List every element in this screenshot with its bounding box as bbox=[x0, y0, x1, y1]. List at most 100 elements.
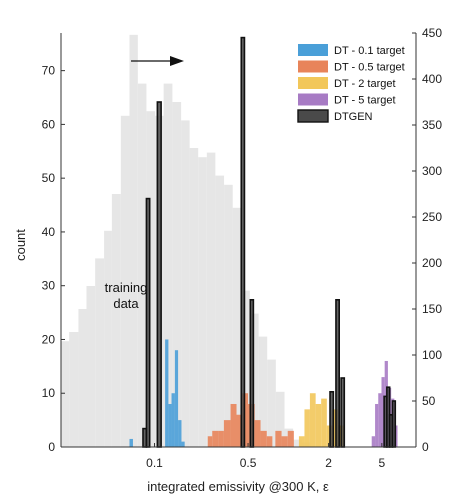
dtgen-bar-4 bbox=[249, 298, 255, 448]
training-data-bar-19 bbox=[224, 184, 233, 448]
dt-5-target-bar-2 bbox=[378, 393, 382, 447]
dt-2-target-bar-1 bbox=[304, 409, 310, 447]
training-data-bar-6 bbox=[111, 194, 121, 447]
dtgen-bar-5 bbox=[329, 390, 335, 448]
legend-label-dt-2-target: DT - 2 target bbox=[334, 78, 396, 90]
legend-label-dt-5-target: DT - 5 target bbox=[334, 95, 396, 107]
dt-0-5-target-bar-9 bbox=[260, 430, 267, 447]
training-data-bar-2 bbox=[78, 309, 87, 447]
y-tick-right-label-6: 300 bbox=[422, 164, 442, 178]
dt-0-1-target-bar-6 bbox=[181, 441, 185, 447]
dt-2-target-bar-3 bbox=[315, 403, 322, 447]
dt-0-5-target-bar-11 bbox=[275, 430, 282, 447]
training-data-bar-4 bbox=[95, 258, 105, 447]
dtgen-bar-1 bbox=[145, 197, 151, 448]
dt-2-target-bar-6 bbox=[332, 409, 338, 447]
y-tick-left-label-5: 50 bbox=[42, 171, 56, 185]
dt-5-target-bar-3 bbox=[381, 377, 385, 447]
legend-swatch-dt-0-5-target bbox=[298, 60, 328, 73]
training-data-bar-10 bbox=[146, 111, 156, 447]
training-data-bar-14 bbox=[181, 120, 190, 448]
y-tick-left-label-7: 70 bbox=[42, 64, 56, 78]
dt-0-1-target-bar-2 bbox=[168, 403, 172, 447]
training-data-bar-13 bbox=[172, 102, 182, 447]
legend-label-dt-0-1-target: DT - 0.1 target bbox=[334, 45, 405, 57]
dt-2-target-bar-0 bbox=[298, 436, 305, 447]
y-tick-left-label-3: 30 bbox=[42, 279, 56, 293]
dt-0-1-target-bar-5 bbox=[178, 420, 182, 447]
dt-0-1-target-bar-1 bbox=[165, 339, 169, 447]
training-data-bar-21 bbox=[241, 290, 250, 447]
training-data-bar-1 bbox=[69, 332, 79, 447]
y-tick-left-label-6: 60 bbox=[42, 117, 56, 131]
dt-0-1-target-bar-4 bbox=[174, 350, 179, 447]
dtgen-bar-6 bbox=[335, 298, 340, 448]
training-data-bar-27 bbox=[293, 439, 302, 447]
y-tick-right-label-7: 350 bbox=[422, 118, 442, 132]
dt-0-5-target-bar-1 bbox=[212, 430, 219, 447]
training-data-annotation-line1: training bbox=[105, 280, 148, 295]
training-data-bar-9 bbox=[137, 83, 147, 447]
dt-0-5-target-bar-10 bbox=[266, 436, 273, 447]
training-data-right-arrow-icon bbox=[131, 56, 184, 66]
legend-label-dtgen: DTGEN bbox=[334, 111, 373, 123]
y-tick-right-label-5: 250 bbox=[422, 210, 442, 224]
dtgen-bar-3 bbox=[240, 36, 246, 448]
dt-0-5-target-bar-2 bbox=[218, 430, 224, 447]
training-data-bar-22 bbox=[249, 313, 259, 447]
dt-0-5-target-bar-3 bbox=[223, 420, 231, 447]
training-data-bar-8 bbox=[129, 34, 138, 448]
training-data-bar-17 bbox=[206, 152, 216, 447]
dt-2-target-bar-2 bbox=[309, 393, 316, 447]
dtgen-bar-7 bbox=[340, 377, 346, 448]
training-data-bar-23 bbox=[258, 336, 268, 447]
legend-swatch-dt-0-1-target bbox=[298, 44, 328, 56]
legend-swatch-dt-5-target bbox=[298, 93, 328, 106]
dt-0-5-target-bar-4 bbox=[230, 403, 237, 447]
y-tick-right-label-1: 50 bbox=[422, 394, 436, 408]
training-data-bar-3 bbox=[86, 286, 96, 447]
training-data-annotation-line2: data bbox=[113, 296, 139, 311]
dt-0-5-target-bar-12 bbox=[281, 436, 288, 447]
legend: DT - 0.1 target DT - 0.5 target DT - 2 tar… bbox=[297, 44, 405, 123]
dt-0-5-target-bar-13 bbox=[287, 430, 294, 447]
training-data-bar-18 bbox=[215, 175, 225, 447]
y-axis-label-left: count bbox=[13, 229, 28, 261]
training-data-bar-24 bbox=[267, 359, 276, 447]
y-tick-right-label-9: 450 bbox=[422, 26, 442, 40]
dt-0-5-target-bar-8 bbox=[254, 420, 261, 447]
plot-area: 0 10 20 30 40 50 60 70 0 50 100 150 200 250 300 350 400 4… bbox=[42, 26, 443, 470]
dt-5-target-bar-0 bbox=[371, 436, 376, 447]
y-tick-left-label-2: 20 bbox=[42, 332, 56, 346]
x-tick-label-0: 0.1 bbox=[146, 456, 163, 470]
training-data-bar-20 bbox=[232, 207, 242, 447]
dt-0-1-target-bar-3 bbox=[171, 393, 175, 447]
training-data-bar-16 bbox=[198, 157, 207, 447]
legend-label-dt-0-5-target: DT - 0.5 target bbox=[334, 62, 405, 74]
y-tick-right-label-8: 400 bbox=[422, 72, 442, 86]
dtgen-bar-2 bbox=[156, 101, 162, 448]
y-tick-left-label-0: 0 bbox=[48, 440, 55, 454]
training-data-bar-5 bbox=[104, 230, 112, 447]
y-tick-right-label-3: 150 bbox=[422, 302, 442, 316]
dt-2-target-bar-4 bbox=[321, 398, 327, 447]
y-tick-right-label-0: 0 bbox=[422, 440, 429, 454]
x-tick-label-3: 5 bbox=[379, 456, 386, 470]
dt-0-1-target-bar-0 bbox=[129, 438, 133, 447]
y-tick-left-label-1: 10 bbox=[42, 386, 56, 400]
legend-swatch-dtgen bbox=[297, 109, 329, 123]
dt-5-target-bar-1 bbox=[375, 403, 379, 447]
training-data-bar-7 bbox=[120, 115, 130, 448]
y-tick-right-label-4: 200 bbox=[422, 256, 442, 270]
x-tick-label-1: 0.5 bbox=[240, 456, 257, 470]
x-tick-label-2: 2 bbox=[325, 456, 332, 470]
dt-0-5-target-bar-5 bbox=[236, 414, 242, 447]
dtgen-bar-11 bbox=[391, 400, 397, 448]
dt-0-5-target-bar-0 bbox=[207, 436, 213, 447]
training-data-bar-0 bbox=[61, 341, 70, 447]
x-axis-label: integrated emissivity @300 K, ε bbox=[147, 479, 329, 494]
y-tick-left-label-4: 40 bbox=[42, 225, 56, 239]
legend-swatch-dt-2-target bbox=[298, 77, 328, 89]
training-data-bar-12 bbox=[163, 83, 173, 447]
